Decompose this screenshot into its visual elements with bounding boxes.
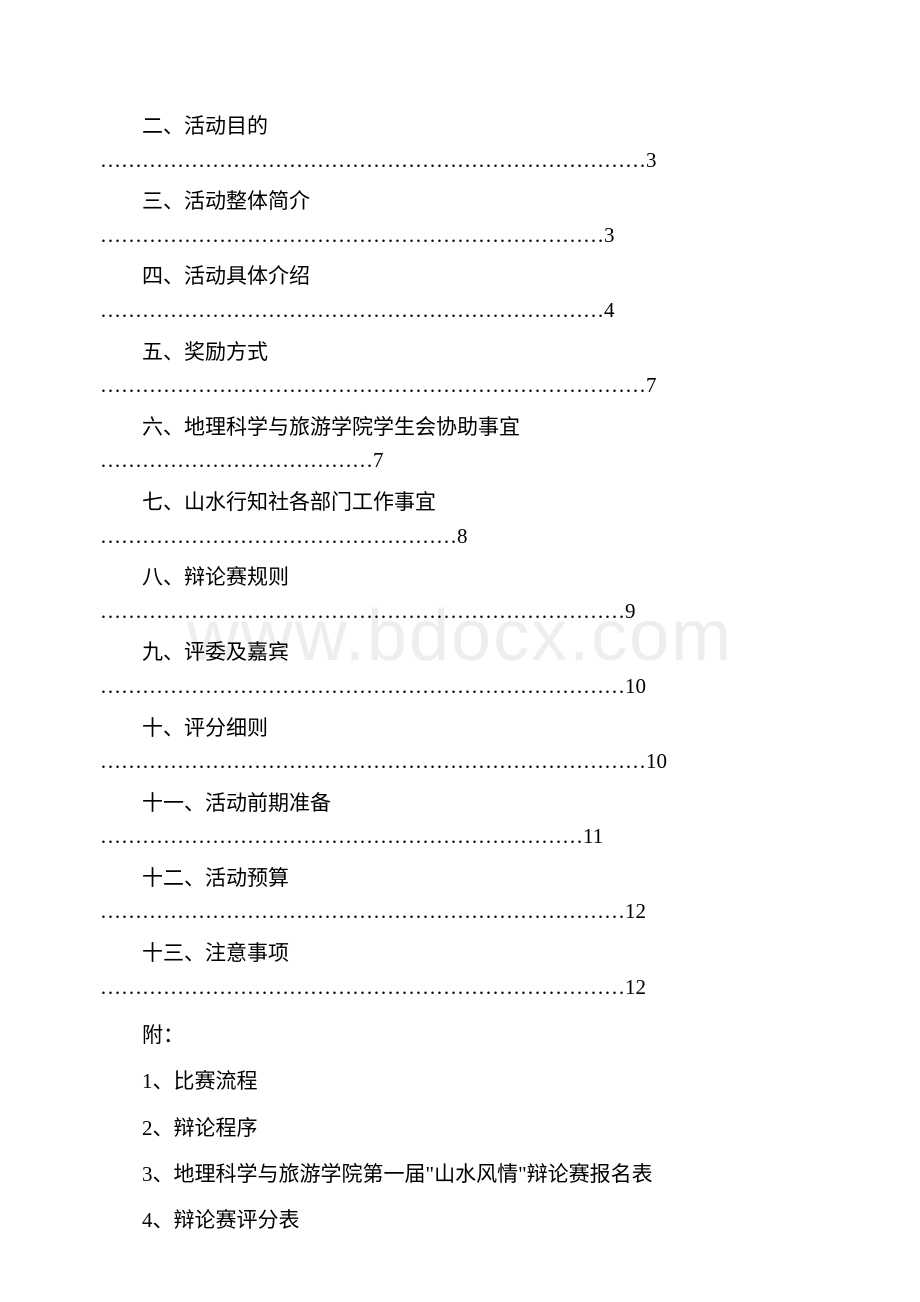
toc-title-inline: 七、山水行知社各部门工作事宜……………………………………………8 <box>100 486 820 553</box>
toc-title: 四、活动具体介绍 <box>100 260 820 294</box>
toc-entry: 七、山水行知社各部门工作事宜……………………………………………8 <box>100 486 820 553</box>
toc-title: 二、活动目的 <box>100 110 820 144</box>
toc-dots: …………………………………………………………………12 <box>100 895 820 929</box>
appendix-item: 3、地理科学与旅游学院第一届"山水风情"辩论赛报名表 <box>100 1151 820 1197</box>
toc-entry: 十三、注意事项 …………………………………………………………………12 <box>100 937 820 1004</box>
toc-dots: ……………………………………………………………11 <box>100 820 820 854</box>
toc-entry: 十、评分细则 ……………………………………………………………………10 <box>100 712 820 779</box>
toc-title: 三、活动整体简介 <box>100 185 820 219</box>
toc-entry: 四、活动具体介绍 ………………………………………………………………4 <box>100 260 820 327</box>
toc-dots: …………………………………………………………………10 <box>100 670 820 704</box>
toc-entry: 五、奖励方式 ……………………………………………………………………7 <box>100 336 820 403</box>
toc-title: 十一、活动前期准备 <box>100 787 820 821</box>
toc-dots: ………………………………………………………………4 <box>100 294 820 328</box>
toc-dots: ……………………………………………………………………10 <box>100 745 820 779</box>
toc-title: 十、评分细则 <box>100 712 820 746</box>
toc-entry: 八、辩论赛规则 …………………………………………………………………9 <box>100 561 820 628</box>
toc-entry: 十一、活动前期准备 ……………………………………………………………11 <box>100 787 820 854</box>
toc-title: 五、奖励方式 <box>100 336 820 370</box>
toc-dots: ……………………………………………………………………3 <box>100 144 820 178</box>
toc-dots: ……………………………………………………………………7 <box>100 369 820 403</box>
toc-entry: 二、活动目的 ……………………………………………………………………3 <box>100 110 820 177</box>
toc-title: 十二、活动预算 <box>100 862 820 896</box>
toc-dots: …………………………………………………………………9 <box>100 595 820 629</box>
toc-entry: 六、地理科学与旅游学院学生会协助事宜…………………………………7 <box>100 411 820 478</box>
appendix-item: 4、辩论赛评分表 <box>100 1197 820 1243</box>
toc-dots: ………………………………………………………………3 <box>100 219 820 253</box>
appendix-item: 1、比赛流程 <box>100 1058 820 1104</box>
toc-dots: …………………………………………………………………12 <box>100 971 820 1005</box>
appendix-item: 2、辩论程序 <box>100 1105 820 1151</box>
toc-title: 九、评委及嘉宾 <box>100 636 820 670</box>
document-content: 二、活动目的 ……………………………………………………………………3 三、活动整… <box>0 0 920 1243</box>
appendix-header: 附： <box>100 1012 820 1058</box>
toc-title: 十三、注意事项 <box>100 937 820 971</box>
toc-entry: 三、活动整体简介 ………………………………………………………………3 <box>100 185 820 252</box>
toc-entry: 十二、活动预算 …………………………………………………………………12 <box>100 862 820 929</box>
toc-title: 八、辩论赛规则 <box>100 561 820 595</box>
toc-title-inline: 六、地理科学与旅游学院学生会协助事宜…………………………………7 <box>100 411 820 478</box>
toc-entry: 九、评委及嘉宾 …………………………………………………………………10 <box>100 636 820 703</box>
